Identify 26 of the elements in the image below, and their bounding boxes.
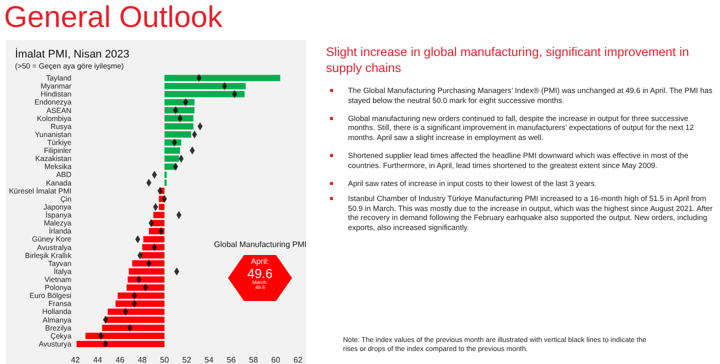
annotation: 49.6	[246, 266, 274, 281]
x-tick-label: 48	[138, 356, 148, 364]
text: Slight increase in global manufacturing, significant improvement in supply chains	[326, 44, 690, 76]
bar	[85, 332, 164, 340]
x-tick-label: 56	[226, 356, 236, 364]
x-tick-label: 44	[93, 356, 103, 364]
bar	[158, 204, 164, 210]
x-tick-label: 52	[182, 356, 192, 364]
bar	[164, 147, 180, 154]
text: General Outlook	[4, 0, 222, 36]
bar	[153, 212, 164, 218]
chart-title: İmalat PMI, Nisan 2023	[15, 48, 130, 60]
bar	[164, 74, 280, 82]
x-tick-label: 58	[249, 356, 258, 364]
x-tick-label: 62	[294, 356, 303, 364]
x-tick-label: 54	[204, 356, 214, 364]
annotation: April:	[250, 257, 270, 266]
x-tick-label: 42	[70, 356, 80, 364]
x-tick-label: 50	[160, 356, 170, 364]
x-tick-label: 60	[271, 356, 281, 364]
bar	[164, 131, 192, 138]
x-tick-label: 46	[115, 356, 125, 364]
bar	[76, 340, 164, 348]
annotation: Global Manufacturing PMI	[214, 240, 306, 249]
bar	[128, 268, 164, 275]
bar	[164, 82, 246, 90]
